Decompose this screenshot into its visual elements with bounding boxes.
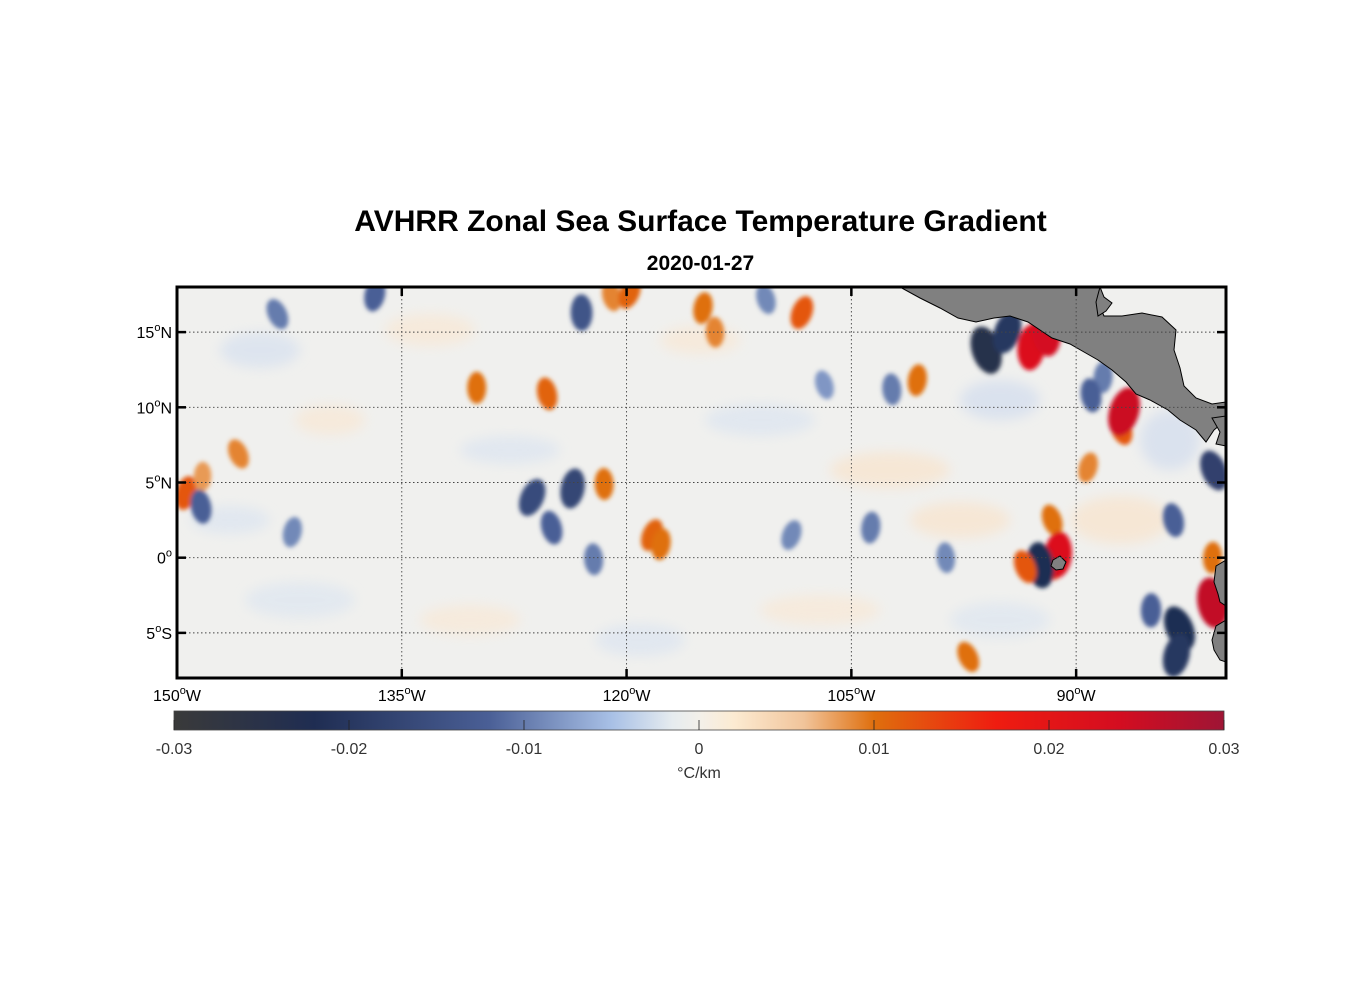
background-texture — [190, 314, 1200, 656]
gradient-feature — [570, 294, 593, 331]
gradient-feature — [781, 520, 802, 550]
colorbar-labels: -0.03 -0.02 -0.01 0 0.01 0.02 0.03 — [156, 741, 1240, 758]
colorbar-tick-label: 0.03 — [1208, 741, 1239, 758]
land-peru — [1211, 619, 1226, 663]
land-central-america — [899, 287, 1226, 443]
gradient-feature — [190, 489, 212, 524]
lon-label: 135oW — [378, 685, 427, 705]
gradient-feature — [1162, 503, 1185, 538]
colorbar-units: °C/km — [677, 765, 721, 782]
gradient-feature — [1078, 452, 1098, 483]
gradient-feature — [193, 461, 212, 492]
gradient-feature — [1200, 450, 1226, 491]
map-date: 2020-01-27 — [646, 252, 755, 275]
gradient-feature — [1108, 387, 1141, 437]
gradient-feature — [467, 371, 487, 404]
land-yucatan — [1095, 287, 1113, 317]
gradient-feature — [790, 296, 814, 330]
gradient-feature — [861, 511, 881, 544]
land-south-america — [1213, 559, 1226, 607]
gradient-feature — [540, 510, 563, 545]
gradient-feature — [907, 364, 927, 397]
gradient-feature — [536, 377, 558, 411]
lat-label: 5oN — [145, 473, 172, 493]
gradient-feature — [594, 468, 614, 500]
lon-label: 150oW — [153, 685, 202, 705]
lat-label: 0o — [157, 548, 172, 568]
gradient-feature — [882, 373, 902, 406]
gradient-feature — [1041, 504, 1063, 536]
gradient-feature — [560, 468, 585, 509]
colorbar: -0.03 -0.02 -0.01 0 0.01 0.02 0.03 °C/km — [156, 710, 1240, 782]
land-galapagos — [1050, 555, 1067, 571]
gradient-feature — [651, 528, 671, 561]
gradient-feature — [364, 287, 386, 312]
lon-label: 120oW — [603, 685, 652, 705]
gradient-feature — [957, 641, 980, 672]
lon-label: 90oW — [1057, 685, 1097, 705]
gradient-feature — [282, 516, 303, 548]
colorbar-tick-label: -0.02 — [331, 741, 368, 758]
colorbar-tick-label: 0 — [695, 741, 704, 758]
gradient-feature — [705, 316, 725, 348]
colorbar-tick-label: -0.03 — [156, 741, 193, 758]
colorbar-tick-label: -0.01 — [506, 741, 543, 758]
map-title: AVHRR Zonal Sea Surface Temperature Grad… — [354, 205, 1047, 238]
land-panama — [1211, 415, 1226, 447]
map-gridlines — [177, 287, 1226, 678]
lat-label: 5oS — [146, 623, 172, 643]
gradient-feature — [518, 478, 546, 517]
gradient-feature — [618, 287, 641, 309]
gradient-feature — [1162, 633, 1191, 677]
gradient-feature — [266, 299, 289, 330]
gradient-feature — [814, 370, 834, 400]
gradient-feature — [1080, 378, 1102, 413]
gradient-feature — [584, 543, 604, 576]
colorbar-tick-label: 0.02 — [1033, 741, 1064, 758]
gradient-feature — [992, 310, 1022, 354]
lat-label: 10oN — [137, 397, 172, 417]
gradient-feature — [1140, 593, 1162, 628]
axis-ticks — [175, 287, 1226, 678]
gradient-feature — [756, 287, 776, 315]
map-field — [177, 287, 1226, 678]
lon-label: 105oW — [827, 685, 876, 705]
gradient-feature — [693, 292, 713, 324]
gradient-feature — [1013, 550, 1037, 584]
gradient-features — [177, 287, 1226, 677]
gradient-feature — [227, 439, 249, 469]
colorbar-tick-label: 0.01 — [858, 741, 889, 758]
colorbar-ticks — [173, 720, 1225, 730]
longitude-labels: 150oW 135oW 120oW 105oW 90oW — [153, 685, 1097, 705]
lat-label: 15oN — [137, 322, 172, 342]
latitude-labels: 15oN 10oN 5oN 0o 5oS — [137, 322, 172, 643]
